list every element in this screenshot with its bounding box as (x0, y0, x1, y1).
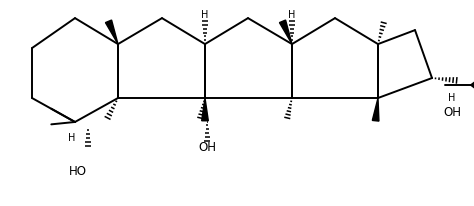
Polygon shape (105, 20, 118, 44)
Text: H: H (448, 93, 456, 103)
Text: H: H (288, 10, 296, 20)
Polygon shape (201, 98, 208, 121)
Text: OH: OH (443, 106, 461, 119)
Text: H: H (68, 133, 76, 143)
Text: H: H (201, 10, 209, 20)
Text: OH: OH (199, 141, 216, 154)
Polygon shape (280, 20, 292, 44)
Polygon shape (373, 98, 379, 121)
Text: HO: HO (69, 165, 87, 178)
